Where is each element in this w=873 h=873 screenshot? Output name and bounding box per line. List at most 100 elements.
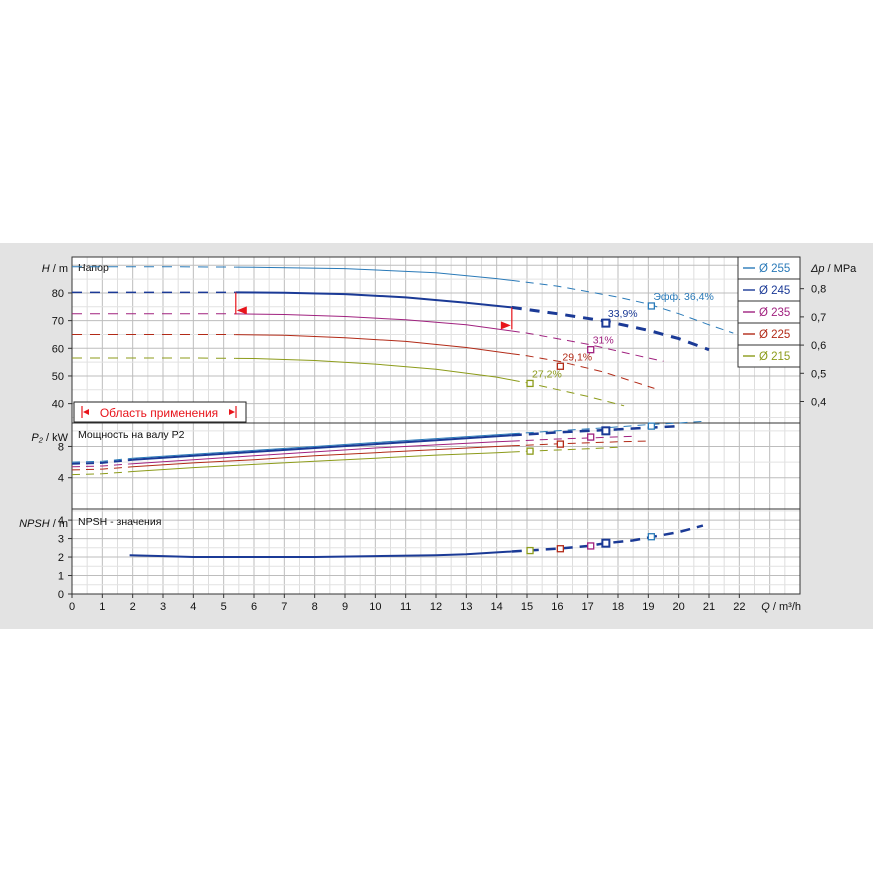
power-curve-215 <box>132 451 512 472</box>
power-marker-245 <box>601 426 611 436</box>
power-curve-245 <box>132 434 512 461</box>
right-tick-label: 0,8 <box>811 284 826 296</box>
right-tick-label: 0,5 <box>811 368 826 380</box>
series-255 <box>71 266 734 463</box>
markers-245: 33,9% <box>601 308 638 548</box>
head-curve-225 <box>235 334 512 355</box>
power-axis-label: P₂ / kW <box>31 432 68 444</box>
x-tick-label: 2 <box>130 601 136 613</box>
x-axis: 0 1 2 3 4 5 6 7 8 9 10 11 12 13 14 15 16 17 18 19 20 21 22 Q / … <box>69 594 801 613</box>
series-235 <box>71 313 664 468</box>
head-y-ticks: 40 50 60 70 80 <box>52 288 72 411</box>
head-curve-235 <box>511 330 664 362</box>
y-tick-label: 8 <box>58 441 64 453</box>
npsh-marker-255 <box>647 533 656 541</box>
right-tick-label: 0,6 <box>811 340 826 352</box>
right-tick-label: 0,4 <box>811 396 826 408</box>
y-tick-label: 4 <box>58 515 64 527</box>
y-tick-label: 3 <box>58 534 64 546</box>
power-curve-245 <box>71 458 133 465</box>
x-tick-label: 11 <box>400 601 411 613</box>
x-tick-label: 9 <box>342 601 348 613</box>
x-tick-label: 5 <box>221 601 227 613</box>
power-curve-225 <box>132 445 512 468</box>
y-tick-label: 4 <box>58 473 64 485</box>
power-marker-215 <box>526 447 534 455</box>
head-curve-215 <box>235 357 512 381</box>
y-tick-label: 2 <box>58 552 64 564</box>
npsh-marker-235 <box>587 542 595 550</box>
power-curve-215 <box>71 471 133 476</box>
power-curve-235 <box>511 435 634 442</box>
right-axis: 0,4 0,5 0,6 0,7 0,8 Δp / MPa <box>799 257 857 423</box>
application-range-frame <box>73 401 247 423</box>
x-tick-label: 16 <box>551 601 563 613</box>
head-marker-215 <box>526 379 534 388</box>
y-tick-label: 60 <box>52 343 64 355</box>
npsh-y-ticks: 0 1 2 3 4 <box>58 515 72 601</box>
head-curve-225 <box>511 353 655 389</box>
range-label-arrow-left <box>83 409 89 415</box>
head-panel-title: Напор <box>78 262 109 274</box>
head-marker-225 <box>556 362 565 370</box>
y-tick-label: 70 <box>52 316 64 328</box>
legend-label: Ø 225 <box>759 329 790 341</box>
x-tick-label: 22 <box>733 601 745 613</box>
power-curve-235 <box>132 440 512 465</box>
efficiency-label-235: 31% <box>593 335 614 347</box>
head-curve-245 <box>235 291 512 309</box>
markers-255: Эфф. 36,4% <box>647 291 714 541</box>
legend-label: Ø 235 <box>759 307 790 319</box>
series-215 <box>71 357 625 476</box>
x-tick-label: 15 <box>521 601 533 613</box>
x-tick-label: 7 <box>281 601 287 613</box>
npsh-marker-215 <box>526 546 534 555</box>
y-tick-label: 40 <box>52 399 64 411</box>
power-curve-225 <box>71 466 133 471</box>
head-curve-245 <box>511 305 710 352</box>
markers-235: 31% <box>587 335 614 550</box>
range-label-arrow-right <box>229 409 235 415</box>
power-marker-225 <box>556 440 565 448</box>
efficiency-label-215: 27,2% <box>532 368 562 380</box>
x-tick-label: 12 <box>430 601 442 613</box>
x-tick-label: 18 <box>612 601 624 613</box>
markers-215: 27,2% <box>526 368 562 555</box>
npsh-axis-label: NPSH / m <box>19 518 68 530</box>
x-tick-label: 14 <box>491 601 503 613</box>
legend-label: Ø 255 <box>759 263 790 275</box>
power-curve-255 <box>511 420 703 435</box>
x-tick-label: 1 <box>99 601 105 613</box>
npsh-curve-245 <box>129 550 512 558</box>
application-range-label: Область применения <box>100 406 218 420</box>
y-tick-label: 0 <box>58 589 64 601</box>
power-curve-255 <box>71 457 133 463</box>
legend-label: Ø 215 <box>759 351 790 363</box>
range-start-arrow <box>236 306 247 315</box>
efficiency-label-255: Эфф. 36,4% <box>653 291 713 303</box>
y-tick-label: 80 <box>52 288 64 300</box>
npsh-marker-225 <box>556 545 565 553</box>
power-y-ticks: 48 <box>58 441 72 485</box>
x-tick-label: 3 <box>160 601 166 613</box>
head-marker-245 <box>601 318 611 328</box>
application-range-box: Область применения <box>73 401 247 423</box>
power-marker-255 <box>647 422 656 430</box>
y-tick-label: 50 <box>52 371 64 383</box>
power-curve-255 <box>132 433 512 459</box>
power-marker-235 <box>587 433 595 441</box>
head-curve-255 <box>235 266 512 281</box>
power-panel-title: Мощность на валу P2 <box>78 429 185 441</box>
markers-225: 29,1% <box>556 351 592 553</box>
application-range-bracket <box>235 292 513 330</box>
x-axis-label: Q / m³/h <box>761 601 801 613</box>
x-tick-label: 10 <box>369 601 381 613</box>
legend-item <box>737 344 801 368</box>
x-tick-label: 0 <box>69 601 75 613</box>
x-tick-label: 17 <box>582 601 594 613</box>
npsh-panel-title: NPSH - значения <box>78 516 161 528</box>
y-tick-label: 1 <box>58 571 64 583</box>
x-tick-label: 20 <box>673 601 685 613</box>
power-curve-225 <box>511 440 649 447</box>
